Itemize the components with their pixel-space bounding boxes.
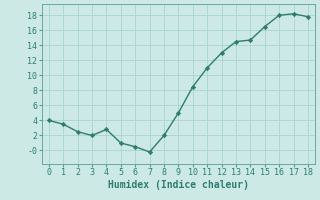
X-axis label: Humidex (Indice chaleur): Humidex (Indice chaleur) [108,180,249,190]
